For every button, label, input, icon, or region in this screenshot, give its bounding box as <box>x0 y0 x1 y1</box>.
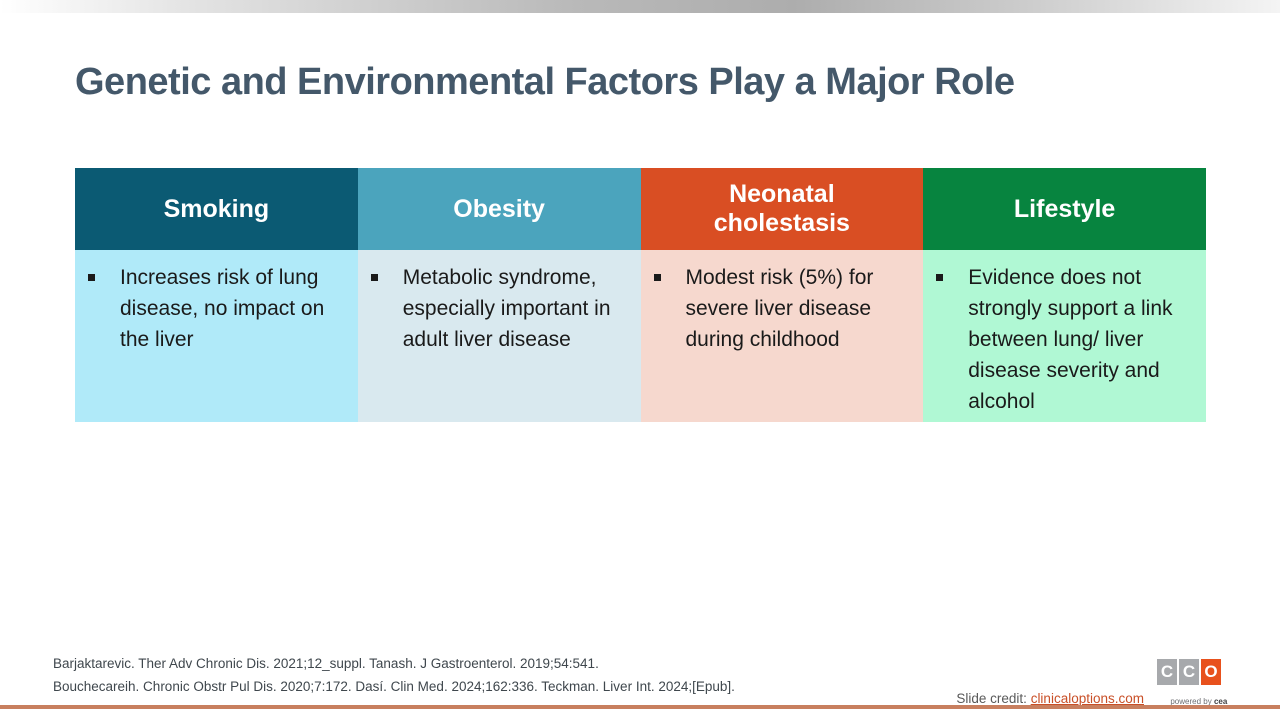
column-header-obesity: Obesity <box>357 168 641 250</box>
table-column-lifestyle: Lifestyle Evidence does not strongly sup… <box>923 168 1206 422</box>
tagline-prefix: powered by <box>1170 697 1214 706</box>
column-header-label: Smoking <box>163 194 270 223</box>
slide-credit: Slide credit: clinicaloptions.com <box>941 676 1144 720</box>
tagline-brand: cea <box>1213 697 1228 706</box>
table-column-obesity: Obesity Metabolic syndrome, especially i… <box>357 168 641 422</box>
column-body-obesity: Metabolic syndrome, especially important… <box>357 250 641 422</box>
bullet-text: Metabolic syndrome, especially important… <box>402 266 611 351</box>
column-header-neonatal-cholestasis: Neonatal cholestasis <box>640 168 924 250</box>
column-header-smoking: Smoking <box>75 168 358 250</box>
powered-by-cea-tagline: powered by cea <box>1157 688 1227 715</box>
column-header-label: Obesity <box>453 194 545 223</box>
column-body-neonatal-cholestasis: Modest risk (5%) for severe liver diseas… <box>640 250 924 422</box>
citation-line-2: Bouchecareih. Chronic Obstr Pul Dis. 202… <box>53 679 735 694</box>
list-item: Modest risk (5%) for severe liver diseas… <box>653 262 914 355</box>
column-header-label: Neonatal cholestasis <box>713 180 850 237</box>
cco-logo-square-o: O <box>1201 659 1221 685</box>
slide-credit-label: Slide credit: <box>956 691 1031 706</box>
cco-logo-square-c1: C <box>1157 659 1177 685</box>
cco-logo: C C O powered by cea <box>1157 659 1227 715</box>
bullet-text: Evidence does not strongly support a lin… <box>968 266 1173 413</box>
table-column-neonatal-cholestasis: Neonatal cholestasis Modest risk (5%) fo… <box>640 168 924 422</box>
citations: Barjaktarevic. Ther Adv Chronic Dis. 202… <box>53 652 735 698</box>
square-bullet-icon <box>936 274 944 281</box>
bottom-accent-bar <box>0 705 1280 709</box>
slide-title: Genetic and Environmental Factors Play a… <box>75 61 1015 103</box>
square-bullet-icon <box>653 274 661 281</box>
square-bullet-icon <box>370 274 378 281</box>
column-body-smoking: Increases risk of lung disease, no impac… <box>75 250 358 422</box>
column-header-label: Lifestyle <box>1013 194 1116 223</box>
list-item: Increases risk of lung disease, no impac… <box>88 262 348 355</box>
list-item: Evidence does not strongly support a lin… <box>936 262 1196 417</box>
factors-table: Smoking Increases risk of lung disease, … <box>75 168 1206 422</box>
top-accent-bar <box>0 0 1280 13</box>
square-bullet-icon <box>88 274 95 281</box>
cco-logo-squares: C C O <box>1157 659 1221 685</box>
citation-line-1: Barjaktarevic. Ther Adv Chronic Dis. 202… <box>53 656 599 671</box>
table-column-smoking: Smoking Increases risk of lung disease, … <box>75 168 358 422</box>
column-body-lifestyle: Evidence does not strongly support a lin… <box>923 250 1206 422</box>
list-item: Metabolic syndrome, especially important… <box>370 262 631 355</box>
bullet-text: Increases risk of lung disease, no impac… <box>120 266 325 351</box>
cco-logo-square-c2: C <box>1179 659 1199 685</box>
bullet-text: Modest risk (5%) for severe liver diseas… <box>685 266 874 351</box>
clinicaloptions-link[interactable]: clinicaloptions.com <box>1030 691 1144 706</box>
column-header-lifestyle: Lifestyle <box>923 168 1206 250</box>
